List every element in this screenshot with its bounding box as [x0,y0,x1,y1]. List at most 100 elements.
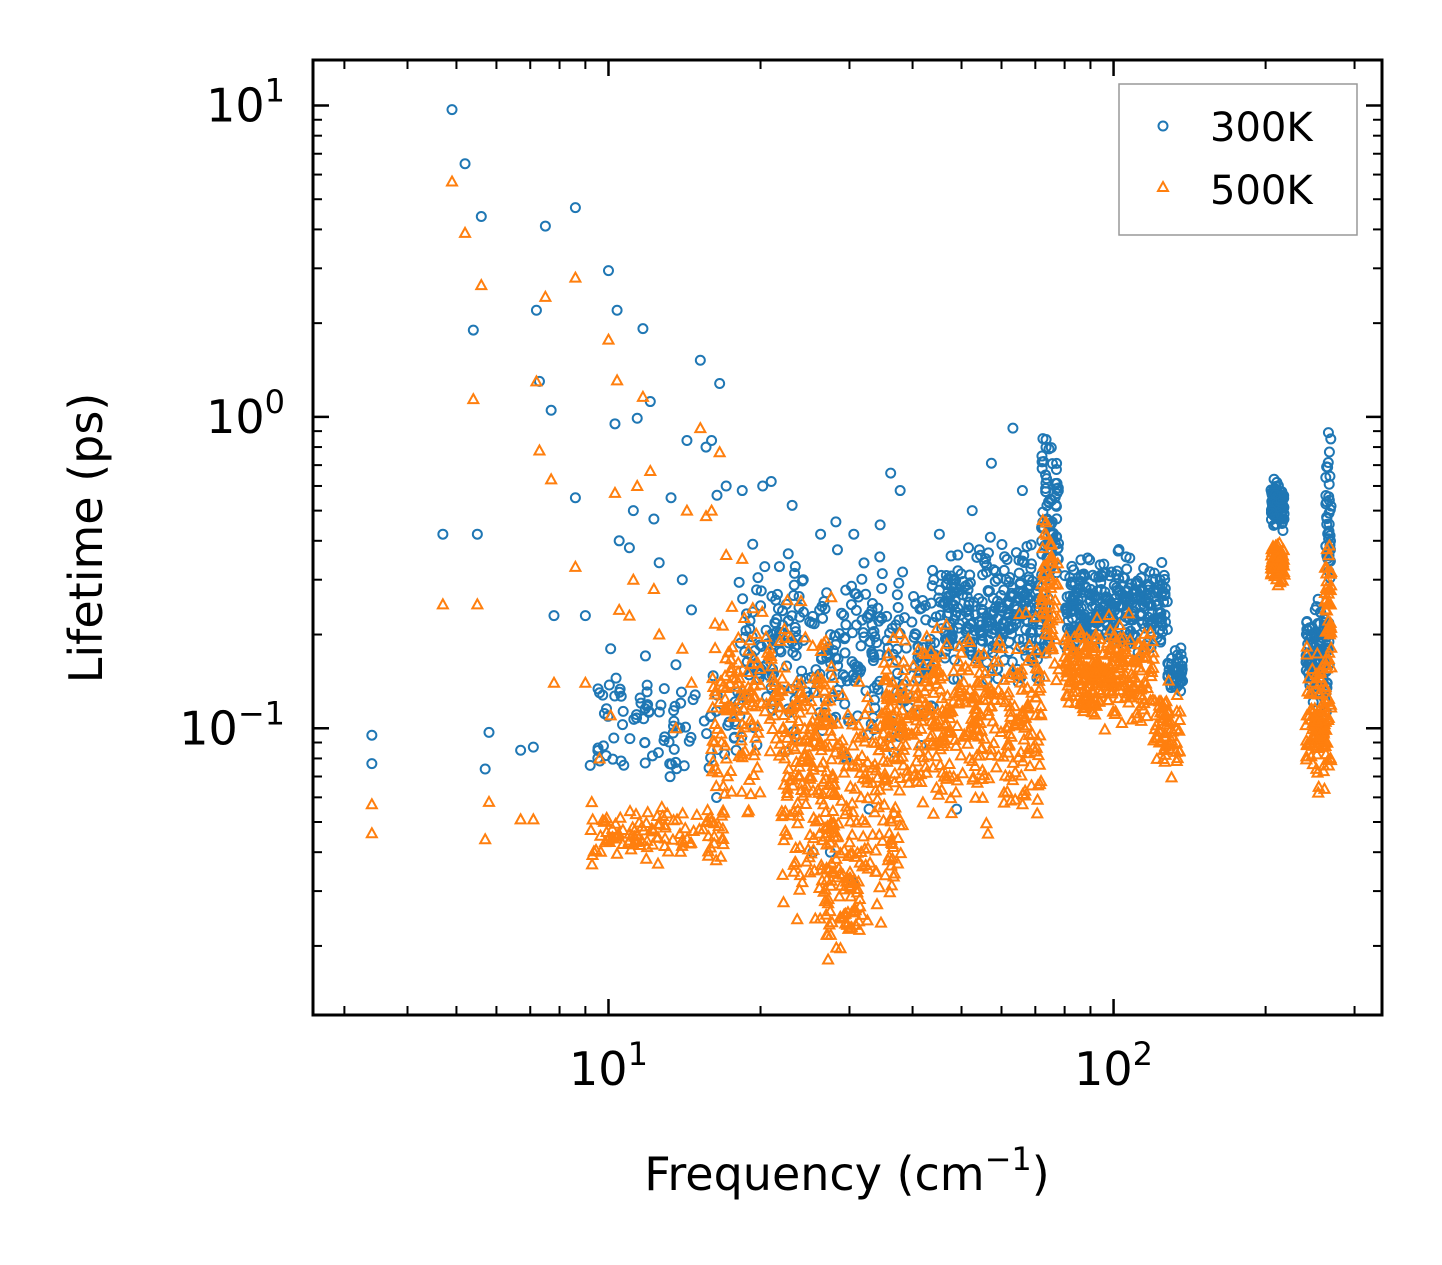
point-300K-131 [796,575,808,587]
point-300K-1460 [639,737,651,749]
point-500K-897 [1001,745,1015,758]
point-500K-1310 [1129,655,1144,668]
point-300K-1454 [670,756,682,768]
point-500K-892 [953,684,967,698]
point-500K-766 [942,756,957,769]
point-300K-1466 [658,683,670,695]
point-300K-1343 [1300,664,1312,676]
point-300K-1137 [1162,669,1174,681]
point-500K-1120 [1103,623,1117,636]
point-300K-767 [1046,458,1058,470]
point-300K-517 [999,551,1011,563]
point-500K-1688 [623,804,637,817]
point-300K-288 [882,642,894,654]
point-500K-281 [731,676,746,689]
point-500K-1597 [1316,704,1330,717]
point-300K-185 [872,602,884,614]
point-300K-1097 [1091,594,1103,606]
point-500K-1737 [639,815,654,828]
point-500K-415 [823,785,838,798]
point-500K-1369 [1146,733,1161,746]
point-300K-1456 [683,735,695,747]
point-500K-646 [955,766,970,779]
point-500K-274 [716,778,731,791]
point-500K-934 [943,705,957,718]
point-300K-1062 [1124,614,1136,626]
point-300K-770 [1043,496,1055,508]
point-300K-685 [943,601,955,613]
point-300K-586 [975,619,987,631]
point-500K-984 [879,662,894,675]
point-500K-496 [788,721,803,735]
point-500K-767 [880,689,894,702]
point-500K-1184 [1062,695,1076,708]
point-300K-45 [720,480,732,492]
point-300K-1223 [1276,486,1288,498]
point-500K-1354 [1078,643,1093,656]
point-500K-62 [753,661,767,674]
point-500K-1246 [1094,685,1108,698]
point-300K-91 [788,579,800,591]
point-300K-1430 [603,679,615,691]
point-500K-51 [706,754,720,767]
point-500K-590 [812,880,827,894]
point-500K-1065 [1036,566,1050,579]
point-500K-16 [547,675,561,688]
point-500K-791 [1017,720,1032,733]
point-500K-985 [880,711,894,724]
point-500K-911 [933,671,947,684]
point-500K-432 [803,865,817,878]
point-500K-184 [748,672,763,685]
point-500K-458 [826,803,840,817]
point-500K-533 [861,840,875,853]
point-500K-478 [837,843,851,856]
point-500K-1609 [1322,548,1336,561]
point-500K-716 [954,748,968,761]
plot-frame [311,58,1384,1017]
point-300K-1468 [707,670,719,682]
point-500K-1601 [1310,714,1324,727]
point-500K-602 [845,905,859,918]
point-300K-0 [366,729,378,741]
point-300K-154 [858,557,870,569]
point-500K-248 [735,750,749,763]
point-500K-6 [470,597,485,610]
point-500K-36 [684,675,699,688]
point-500K-15 [544,472,558,485]
point-300K-369 [876,568,888,580]
point-500K-1265 [1129,652,1144,665]
point-300K-56 [885,467,897,479]
point-500K-5 [466,392,481,405]
point-300K-1136 [1163,664,1175,676]
point-500K-1577 [1300,647,1314,660]
point-500K-999 [949,785,963,798]
point-500K-260 [724,784,739,797]
point-500K-597 [821,892,836,905]
point-500K-190 [718,651,733,664]
point-300K-1086 [1061,591,1073,603]
point-300K-965 [1066,577,1078,589]
point-500K-1328 [1085,695,1100,708]
point-300K-22 [602,265,614,277]
point-500K-196 [724,664,738,677]
point-500K-774 [1021,742,1036,755]
point-500K-1257 [1062,635,1077,648]
point-500K-1062 [1047,561,1062,574]
point-300K-683 [998,584,1010,596]
point-500K-130 [712,695,727,708]
point-300K-1457 [617,719,629,731]
point-500K-1006 [1006,662,1020,675]
point-300K-1197 [1277,525,1289,537]
point-500K-269 [704,741,719,754]
point-500K-510 [888,800,902,813]
point-500K-470 [860,775,875,788]
point-300K-316 [825,657,837,669]
point-300K-1061 [1121,592,1133,604]
point-500K-589 [820,872,834,885]
point-500K-262 [744,717,758,730]
point-300K-1084 [1074,582,1086,594]
point-500K-1558 [1299,752,1314,765]
point-500K-1497 [1312,779,1326,792]
point-500K-84 [723,676,737,689]
point-500K-86 [818,699,832,712]
